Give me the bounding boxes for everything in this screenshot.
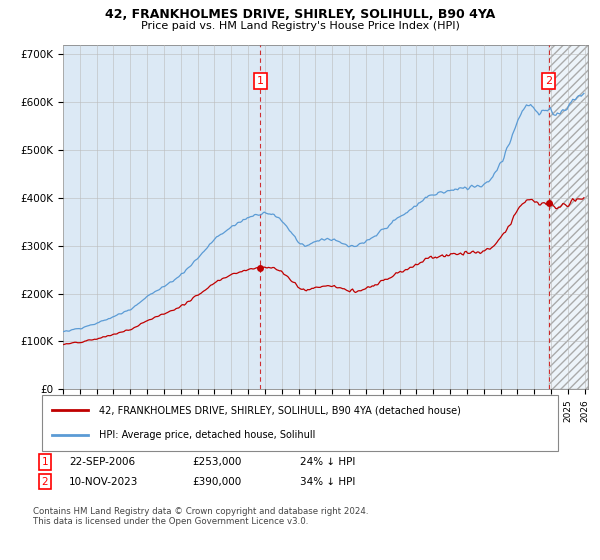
Text: Contains HM Land Registry data © Crown copyright and database right 2024.
This d: Contains HM Land Registry data © Crown c… xyxy=(33,507,368,526)
Text: £253,000: £253,000 xyxy=(192,457,241,467)
Text: 24% ↓ HPI: 24% ↓ HPI xyxy=(300,457,355,467)
Text: 1: 1 xyxy=(257,76,264,86)
Text: Price paid vs. HM Land Registry's House Price Index (HPI): Price paid vs. HM Land Registry's House … xyxy=(140,21,460,31)
Text: 42, FRANKHOLMES DRIVE, SHIRLEY, SOLIHULL, B90 4YA (detached house): 42, FRANKHOLMES DRIVE, SHIRLEY, SOLIHULL… xyxy=(99,405,461,416)
FancyBboxPatch shape xyxy=(42,395,558,451)
Text: 22-SEP-2006: 22-SEP-2006 xyxy=(69,457,135,467)
Text: 2: 2 xyxy=(545,76,552,86)
Text: 10-NOV-2023: 10-NOV-2023 xyxy=(69,477,139,487)
Text: 42, FRANKHOLMES DRIVE, SHIRLEY, SOLIHULL, B90 4YA: 42, FRANKHOLMES DRIVE, SHIRLEY, SOLIHULL… xyxy=(105,8,495,21)
Text: 34% ↓ HPI: 34% ↓ HPI xyxy=(300,477,355,487)
Text: 2: 2 xyxy=(41,477,49,487)
Text: 1: 1 xyxy=(41,457,49,467)
Text: £390,000: £390,000 xyxy=(192,477,241,487)
Text: HPI: Average price, detached house, Solihull: HPI: Average price, detached house, Soli… xyxy=(99,430,315,440)
